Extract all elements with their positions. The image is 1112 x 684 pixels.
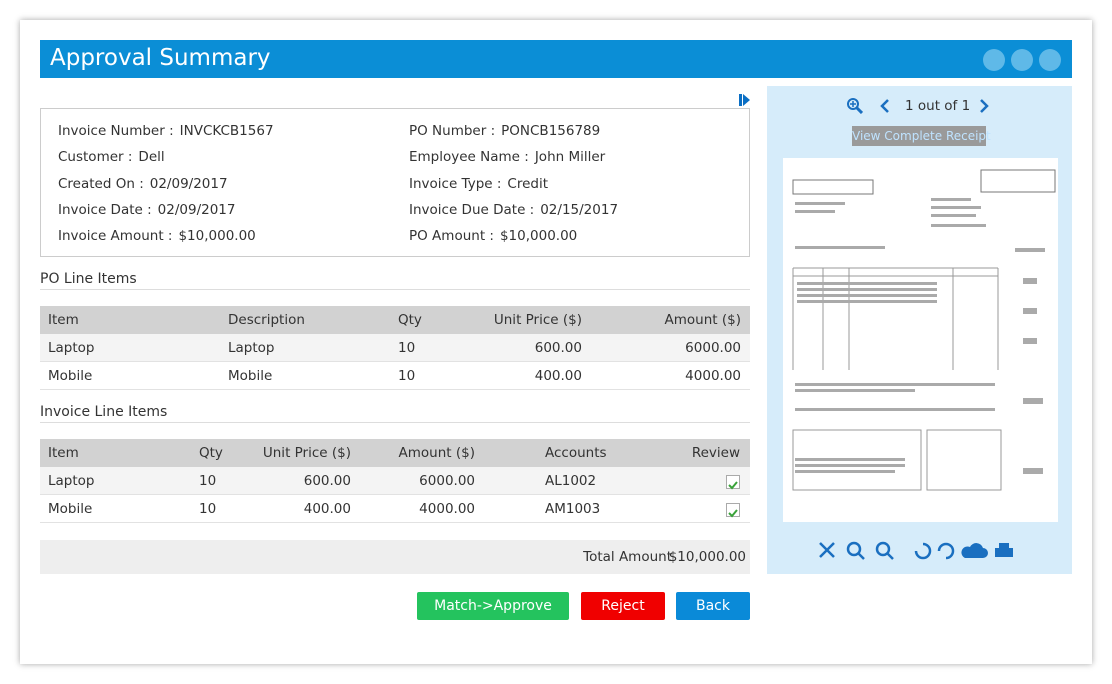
detail-field: PO Amount : $10,000.00 xyxy=(409,228,577,244)
table-cell: Laptop xyxy=(228,340,275,356)
field-label: Employee Name : xyxy=(409,149,529,166)
table-header: Item Qty Unit Price ($) Amount ($) Accounts R… xyxy=(40,439,750,467)
back-button[interactable]: Back xyxy=(676,592,750,620)
receipt-image xyxy=(783,158,1058,522)
next-page[interactable] xyxy=(979,99,989,113)
review-checkbox[interactable] xyxy=(726,503,740,518)
column-header: Item xyxy=(48,312,79,328)
column-header: Amount ($) xyxy=(398,445,475,461)
column-header: Amount ($) xyxy=(664,312,741,328)
field-value: Credit xyxy=(507,175,549,192)
review-checkbox[interactable] xyxy=(726,475,740,490)
viewer-toolbar[interactable] xyxy=(817,540,1017,562)
field-label: Invoice Due Date : xyxy=(409,201,535,218)
detail-field: Invoice Type : Credit xyxy=(409,176,548,192)
column-header: Description xyxy=(228,312,305,328)
table-cell: 600.00 xyxy=(303,473,351,489)
table-cell: 600.00 xyxy=(534,340,582,356)
table-header: Item Description Qty Unit Price ($) Amount (… xyxy=(40,306,750,334)
table-cell: 4000.00 xyxy=(685,368,741,384)
check-mark xyxy=(728,481,738,490)
section-rule xyxy=(40,422,750,423)
field-label: PO Number : xyxy=(409,123,496,139)
field-value: 02/09/2017 xyxy=(149,175,228,192)
column-header: Review xyxy=(691,445,740,461)
table-cell: 400.00 xyxy=(534,368,582,384)
table-row: Laptop Laptop 10 600.00 6000.00 xyxy=(40,334,750,362)
field-value: Dell xyxy=(138,149,165,166)
table-cell: 10 xyxy=(199,473,217,489)
field-value: INVCKCB1567 xyxy=(179,123,274,139)
invoice-details: Invoice Number : INVCKCB1567 Customer : Del… xyxy=(40,108,750,257)
column-header: Unit Price ($) xyxy=(493,312,582,328)
table-cell: 10 xyxy=(199,501,217,517)
field-value: PONCB156789 xyxy=(501,123,601,139)
table-cell: Laptop xyxy=(48,473,95,489)
table-cell: 400.00 xyxy=(303,501,351,517)
detail-field: Invoice Date : 02/09/2017 xyxy=(58,202,235,218)
table-cell: Laptop xyxy=(48,340,95,356)
approval-card: Approval Summary Invoice Number : INVCKCB… xyxy=(20,20,1092,664)
detail-field: Customer : Dell xyxy=(58,149,165,165)
table-cell: 6000.00 xyxy=(685,340,741,356)
page-title: Approval Summary xyxy=(50,45,271,71)
column-header: Unit Price ($) xyxy=(262,445,351,461)
table-row: Mobile 10 400.00 4000.00 AM1003 xyxy=(40,495,750,523)
total-label: Total Amount xyxy=(583,549,672,565)
field-value: John Miller xyxy=(534,149,606,166)
column-header: Qty xyxy=(199,445,223,461)
total-bar: Total Amount $10,000.00 xyxy=(40,540,750,574)
column-header: Accounts xyxy=(545,445,607,461)
detail-field: PO Number : PONCB156789 xyxy=(409,123,600,139)
total-value: $10,000.00 xyxy=(668,549,746,565)
field-value: $10,000.00 xyxy=(499,228,578,245)
reject-button[interactable]: Reject xyxy=(581,592,665,620)
table-cell: 10 xyxy=(398,368,416,384)
approve-button[interactable]: Match->Approve xyxy=(417,592,569,620)
header-bar: Approval Summary xyxy=(40,40,1072,78)
field-label: Invoice Number : xyxy=(58,123,174,139)
table-cell: 6000.00 xyxy=(419,473,475,489)
zoom-in-icon[interactable] xyxy=(847,98,863,114)
table-cell: Mobile xyxy=(48,368,93,384)
column-header: Qty xyxy=(398,312,422,328)
check-mark xyxy=(728,509,738,518)
document-icon[interactable] xyxy=(983,49,1005,71)
table-cell: Mobile xyxy=(228,368,273,384)
section-rule xyxy=(40,289,750,290)
section-title: Invoice Line Items xyxy=(40,404,168,420)
table-row: Laptop 10 600.00 6000.00 AL1002 xyxy=(40,467,750,495)
collapse-icon[interactable] xyxy=(739,93,751,107)
table-cell: AM1003 xyxy=(545,501,601,517)
field-label: Invoice Amount : xyxy=(58,228,173,245)
prev-page[interactable] xyxy=(880,99,890,113)
field-value: 02/09/2017 xyxy=(157,201,236,218)
section-title: PO Line Items xyxy=(40,271,137,287)
view-receipt-button[interactable]: View Complete Receipt xyxy=(852,126,991,146)
field-label: Invoice Date : xyxy=(58,201,152,218)
detail-field: Invoice Due Date : 02/15/2017 xyxy=(409,202,618,218)
table-cell: AL1002 xyxy=(545,473,597,489)
detail-field: Created On : 02/09/2017 xyxy=(58,176,228,192)
receipt-viewer: 1 out of 1 View Complete Receipt xyxy=(767,86,1072,574)
field-value: $10,000.00 xyxy=(178,228,256,245)
field-value: 02/15/2017 xyxy=(540,201,619,218)
print-icon[interactable] xyxy=(1011,49,1033,71)
page-indicator: 1 out of 1 xyxy=(905,98,971,114)
field-label: PO Amount : xyxy=(409,228,494,245)
detail-field: Employee Name : John Miller xyxy=(409,149,605,165)
table-cell: 10 xyxy=(398,340,416,356)
column-header: Item xyxy=(48,445,79,461)
table-cell: Mobile xyxy=(48,501,93,517)
field-label: Customer : xyxy=(58,149,133,166)
table-row: Mobile Mobile 10 400.00 4000.00 xyxy=(40,362,750,390)
detail-field: Invoice Amount : $10,000.00 xyxy=(58,228,256,244)
table-cell: 4000.00 xyxy=(419,501,475,517)
field-label: Invoice Type : xyxy=(409,175,502,192)
comment-icon[interactable] xyxy=(1039,49,1061,71)
field-label: Created On : xyxy=(58,175,144,192)
detail-field: Invoice Number : INVCKCB1567 xyxy=(58,123,274,139)
